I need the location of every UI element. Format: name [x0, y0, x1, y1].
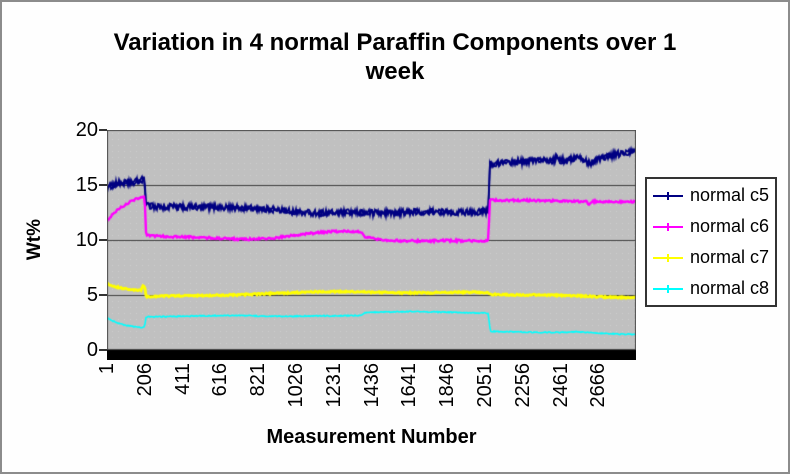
x-tick-label: 1: [96, 363, 118, 375]
chart-title-line1: Variation in 4 normal Paraffin Component…: [113, 29, 677, 56]
x-tick-label: 2256: [511, 363, 534, 408]
x-tick-label: 206: [133, 363, 156, 397]
x-axis-title: Measurement Number: [266, 426, 477, 448]
legend-row-c5: normal c5: [653, 180, 775, 211]
x-tick-label: 411: [171, 363, 194, 395]
legend: normal c5 normal c6 normal c7 normal c8: [645, 177, 777, 307]
x-tick-label: 1026: [284, 363, 307, 408]
legend-label: normal c7: [690, 247, 770, 267]
chart-title-line2: week: [365, 58, 425, 85]
x-tick-label: 821: [247, 363, 270, 397]
x-tick-label: 1846: [436, 363, 459, 408]
legend-row-c6: normal c6: [653, 211, 775, 242]
series-line-icon: [653, 221, 683, 233]
x-tick-label: 1436: [360, 363, 383, 408]
x-tick-label: 1231: [322, 363, 345, 408]
series-line-icon: [653, 252, 683, 264]
y-tick-label: 5: [86, 284, 98, 306]
legend-label: normal c6: [690, 216, 770, 236]
legend-row-c7: normal c7: [653, 242, 775, 273]
y-tick-label: 0: [86, 339, 98, 361]
y-tick-label: 10: [75, 229, 98, 251]
x-tick-label: 2666: [587, 363, 610, 408]
y-tick-label: 15: [75, 174, 98, 196]
x-tick-label: 1641: [398, 363, 421, 408]
chart-title: Variation in 4 normal Paraffin Component…: [2, 28, 788, 86]
legend-label: normal c5: [690, 185, 770, 205]
y-axis-title: Wt%: [24, 219, 45, 261]
x-tick-label: 2461: [549, 363, 572, 408]
legend-row-c8: normal c8: [653, 273, 775, 304]
legend-label: normal c8: [690, 278, 770, 298]
y-tick-mark: [99, 239, 107, 241]
y-tick-mark: [99, 184, 107, 186]
y-tick-label: 20: [75, 119, 98, 141]
plot-canvas: [107, 130, 636, 360]
y-tick-mark: [99, 349, 107, 351]
y-tick-mark: [99, 294, 107, 296]
x-tick-label: 616: [209, 363, 232, 397]
series-line-icon: [653, 190, 683, 202]
y-tick-mark: [99, 129, 107, 131]
x-tick-label: 2051: [473, 363, 496, 408]
series-line-icon: [653, 283, 683, 295]
